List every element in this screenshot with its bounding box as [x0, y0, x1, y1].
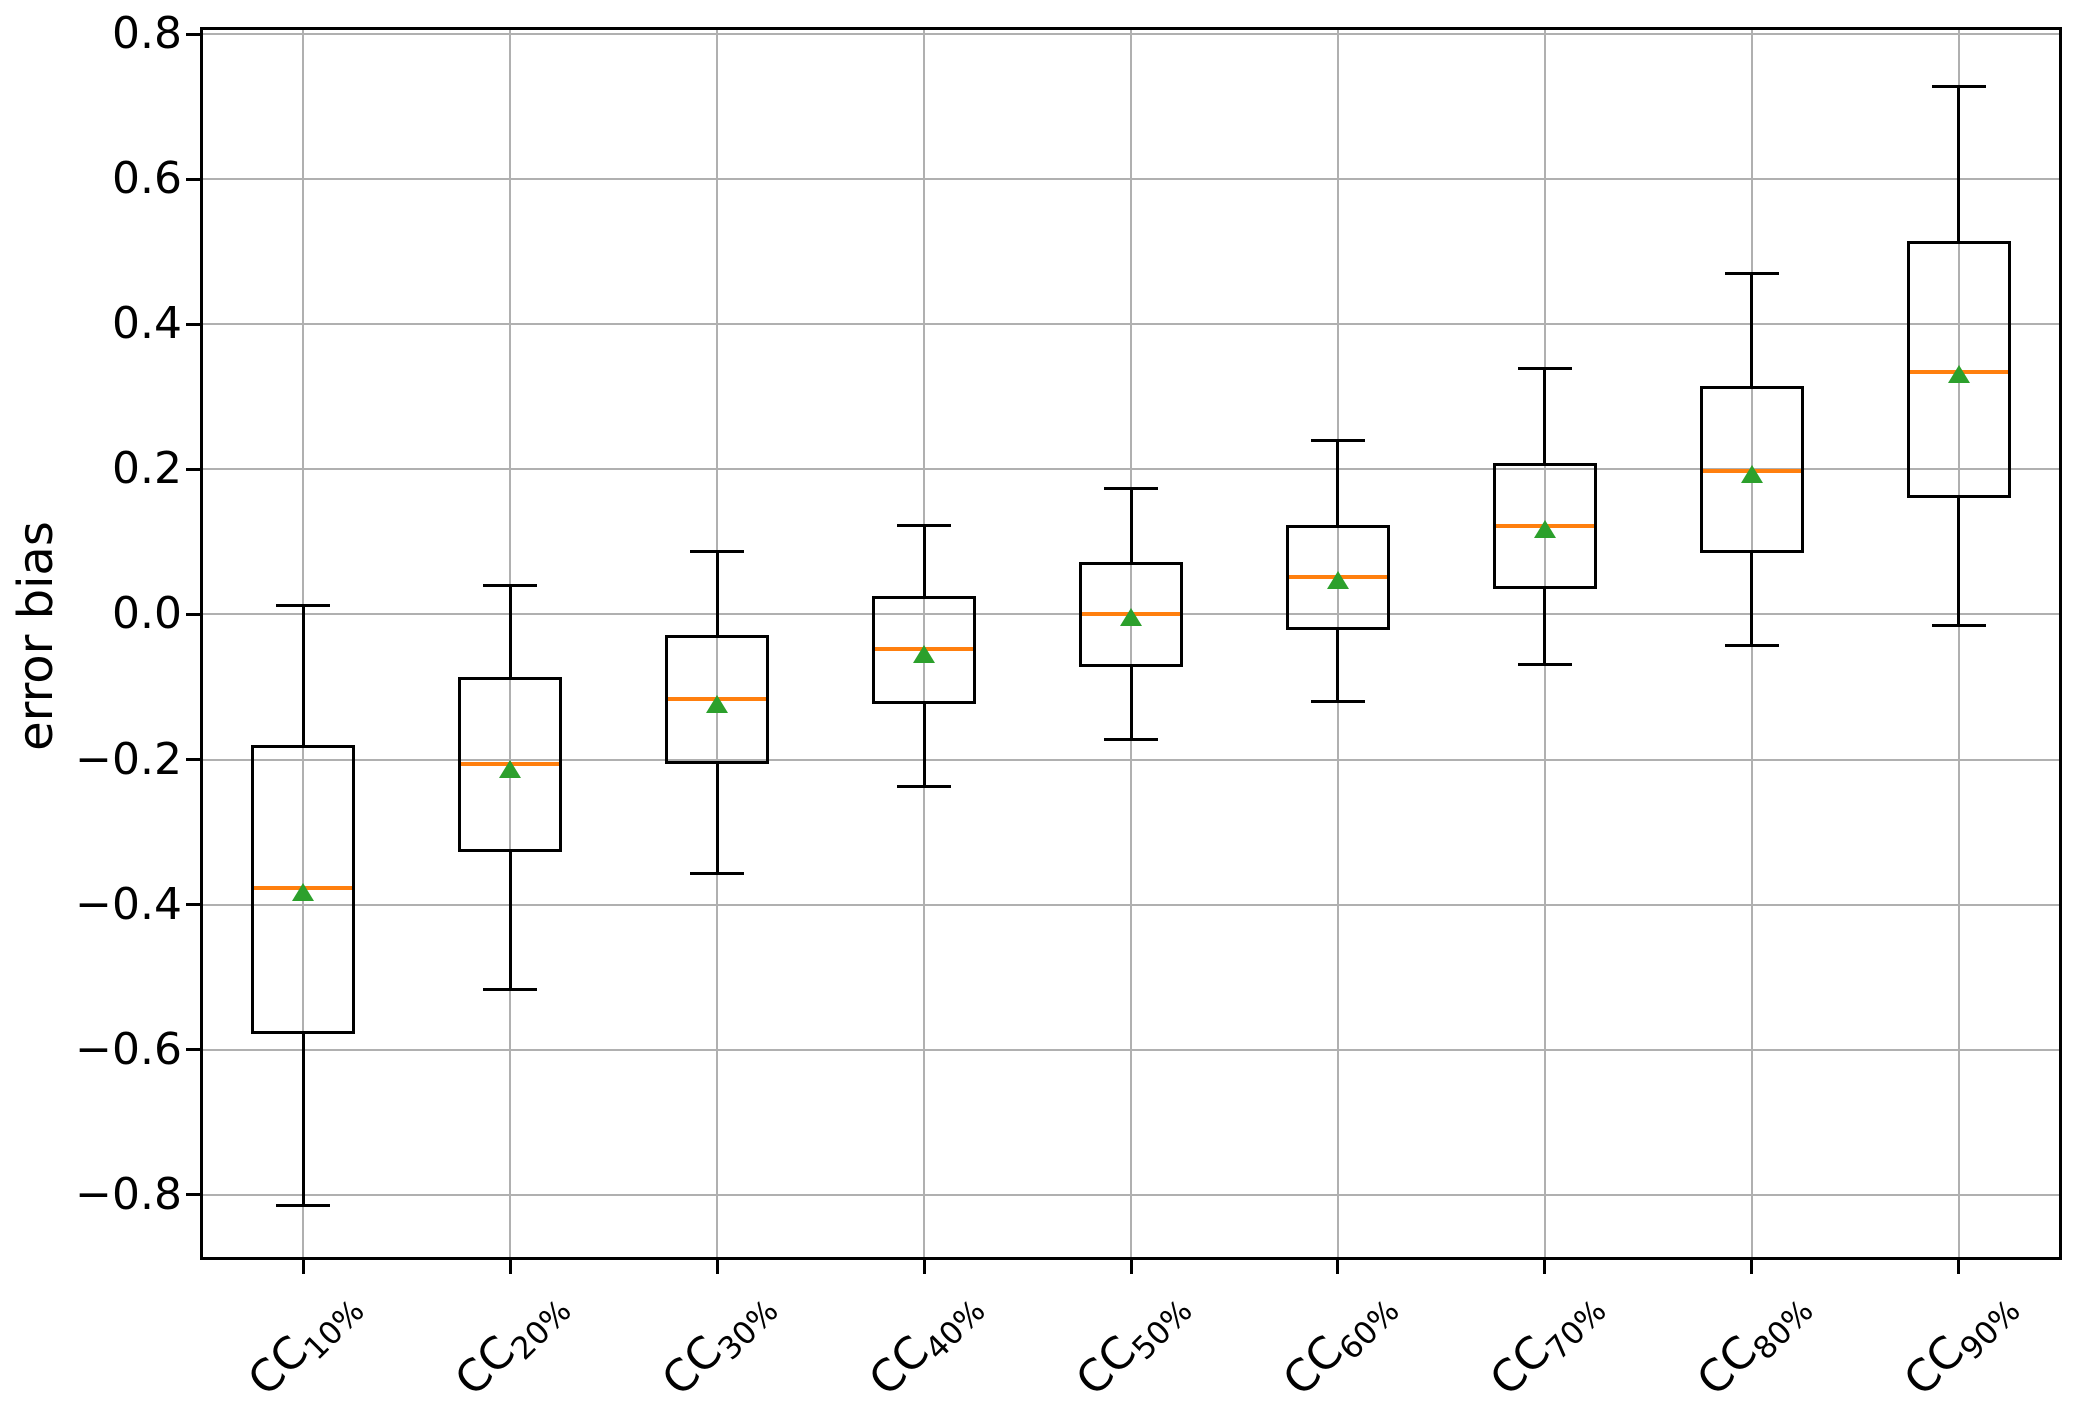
whisker-upper-CC70%	[1543, 368, 1547, 463]
mean-marker-CC70%	[1533, 519, 1556, 538]
x-tick-mark	[301, 1260, 305, 1274]
whisker-lower-CC10%	[301, 1033, 305, 1206]
x-tick-mark	[1129, 1260, 1133, 1274]
whisker-lower-CC80%	[1750, 552, 1754, 646]
box-CC60%	[1285, 524, 1390, 630]
y-tick-label: 0.6	[112, 153, 182, 205]
y-tick-mark	[186, 467, 200, 471]
whisker-upper-CC10%	[301, 605, 305, 746]
x-tick-label: CC50%	[1067, 1280, 1200, 1406]
x-tick-label: CC60%	[1273, 1280, 1406, 1406]
whisker-upper-CC60%	[1336, 440, 1340, 525]
whisker-cap-high-CC70%	[1517, 367, 1572, 371]
whisker-cap-low-CC90%	[1931, 623, 1986, 627]
whisker-cap-low-CC10%	[276, 1204, 331, 1208]
box-CC50%	[1079, 561, 1183, 668]
x-tick-label: CC40%	[860, 1280, 993, 1406]
x-tick-label: CC90%	[1894, 1280, 2027, 1406]
whisker-cap-low-CC70%	[1517, 663, 1572, 667]
y-tick-label: −0.2	[75, 733, 182, 785]
x-tick-mark	[715, 1260, 719, 1274]
x-tick-mark	[1750, 1260, 1754, 1274]
whisker-lower-CC50%	[1129, 667, 1133, 740]
box-CC70%	[1492, 462, 1597, 590]
y-tick-mark	[186, 1193, 200, 1197]
whisker-cap-high-CC80%	[1724, 272, 1779, 276]
x-tick-label: CC10%	[239, 1280, 372, 1406]
mean-marker-CC30%	[706, 695, 729, 714]
whisker-cap-high-CC90%	[1931, 84, 1986, 88]
x-tick-label: CC30%	[653, 1280, 786, 1406]
whisker-cap-high-CC60%	[1310, 438, 1365, 442]
whisker-cap-high-CC30%	[690, 549, 745, 553]
mean-marker-CC50%	[1120, 607, 1142, 626]
x-tick-mark	[1543, 1260, 1547, 1274]
mean-marker-CC60%	[1326, 571, 1349, 590]
whisker-cap-high-CC10%	[276, 604, 331, 608]
whisker-lower-CC60%	[1336, 629, 1340, 702]
y-tick-mark	[186, 32, 200, 36]
whisker-upper-CC80%	[1750, 273, 1754, 386]
box-CC20%	[458, 676, 563, 853]
whisker-cap-high-CC20%	[483, 583, 538, 587]
y-tick-label: 0.8	[112, 8, 182, 60]
y-tick-mark	[186, 177, 200, 181]
whisker-cap-low-CC80%	[1724, 644, 1779, 648]
box-CC90%	[1906, 240, 2011, 499]
mean-marker-CC10%	[292, 882, 315, 901]
y-tick-mark	[186, 1048, 200, 1052]
mean-marker-CC90%	[1947, 365, 1970, 384]
v-gridline	[1130, 27, 1132, 1260]
box-CC40%	[872, 595, 977, 705]
x-tick-label: CC20%	[446, 1280, 579, 1406]
whisker-upper-CC30%	[715, 551, 719, 635]
x-tick-mark	[1336, 1260, 1340, 1274]
y-tick-mark	[186, 903, 200, 907]
x-tick-mark	[922, 1260, 926, 1274]
box-CC30%	[665, 634, 770, 764]
v-gridline	[716, 27, 719, 1260]
whisker-upper-CC20%	[508, 585, 512, 677]
x-tick-mark	[1957, 1260, 1961, 1274]
whisker-cap-low-CC40%	[897, 784, 952, 788]
whisker-lower-CC40%	[922, 704, 926, 787]
whisker-lower-CC20%	[508, 852, 512, 990]
mean-marker-CC40%	[913, 644, 936, 663]
whisker-cap-high-CC50%	[1104, 486, 1158, 490]
x-tick-label: CC70%	[1480, 1280, 1613, 1406]
x-tick-label: CC80%	[1687, 1280, 1820, 1406]
x-tick-mark	[508, 1260, 512, 1274]
mean-marker-CC80%	[1740, 464, 1763, 483]
v-gridline	[1957, 27, 1960, 1260]
y-tick-mark	[186, 322, 200, 326]
box-CC80%	[1699, 386, 1804, 553]
whisker-upper-CC50%	[1129, 488, 1133, 562]
whisker-cap-high-CC40%	[897, 523, 952, 527]
whisker-cap-low-CC60%	[1310, 700, 1365, 704]
box-CC10%	[251, 745, 356, 1034]
y-tick-label: 0.2	[112, 443, 182, 495]
mean-marker-CC20%	[499, 759, 522, 778]
y-tick-label: −0.6	[75, 1023, 182, 1075]
whisker-upper-CC40%	[922, 525, 926, 596]
whisker-cap-low-CC50%	[1104, 737, 1158, 741]
whisker-upper-CC90%	[1957, 86, 1961, 241]
whisker-lower-CC90%	[1957, 498, 1961, 626]
y-tick-label: −0.4	[75, 878, 182, 930]
whisker-lower-CC70%	[1543, 589, 1547, 665]
y-tick-label: −0.8	[75, 1168, 182, 1220]
whisker-cap-low-CC20%	[483, 987, 538, 991]
whisker-lower-CC30%	[715, 763, 719, 874]
y-tick-mark	[186, 612, 200, 616]
y-tick-label: 0.0	[112, 588, 182, 640]
y-tick-mark	[186, 758, 200, 762]
whisker-cap-low-CC30%	[690, 871, 745, 875]
y-tick-label: 0.4	[112, 298, 182, 350]
v-gridline	[923, 27, 926, 1260]
